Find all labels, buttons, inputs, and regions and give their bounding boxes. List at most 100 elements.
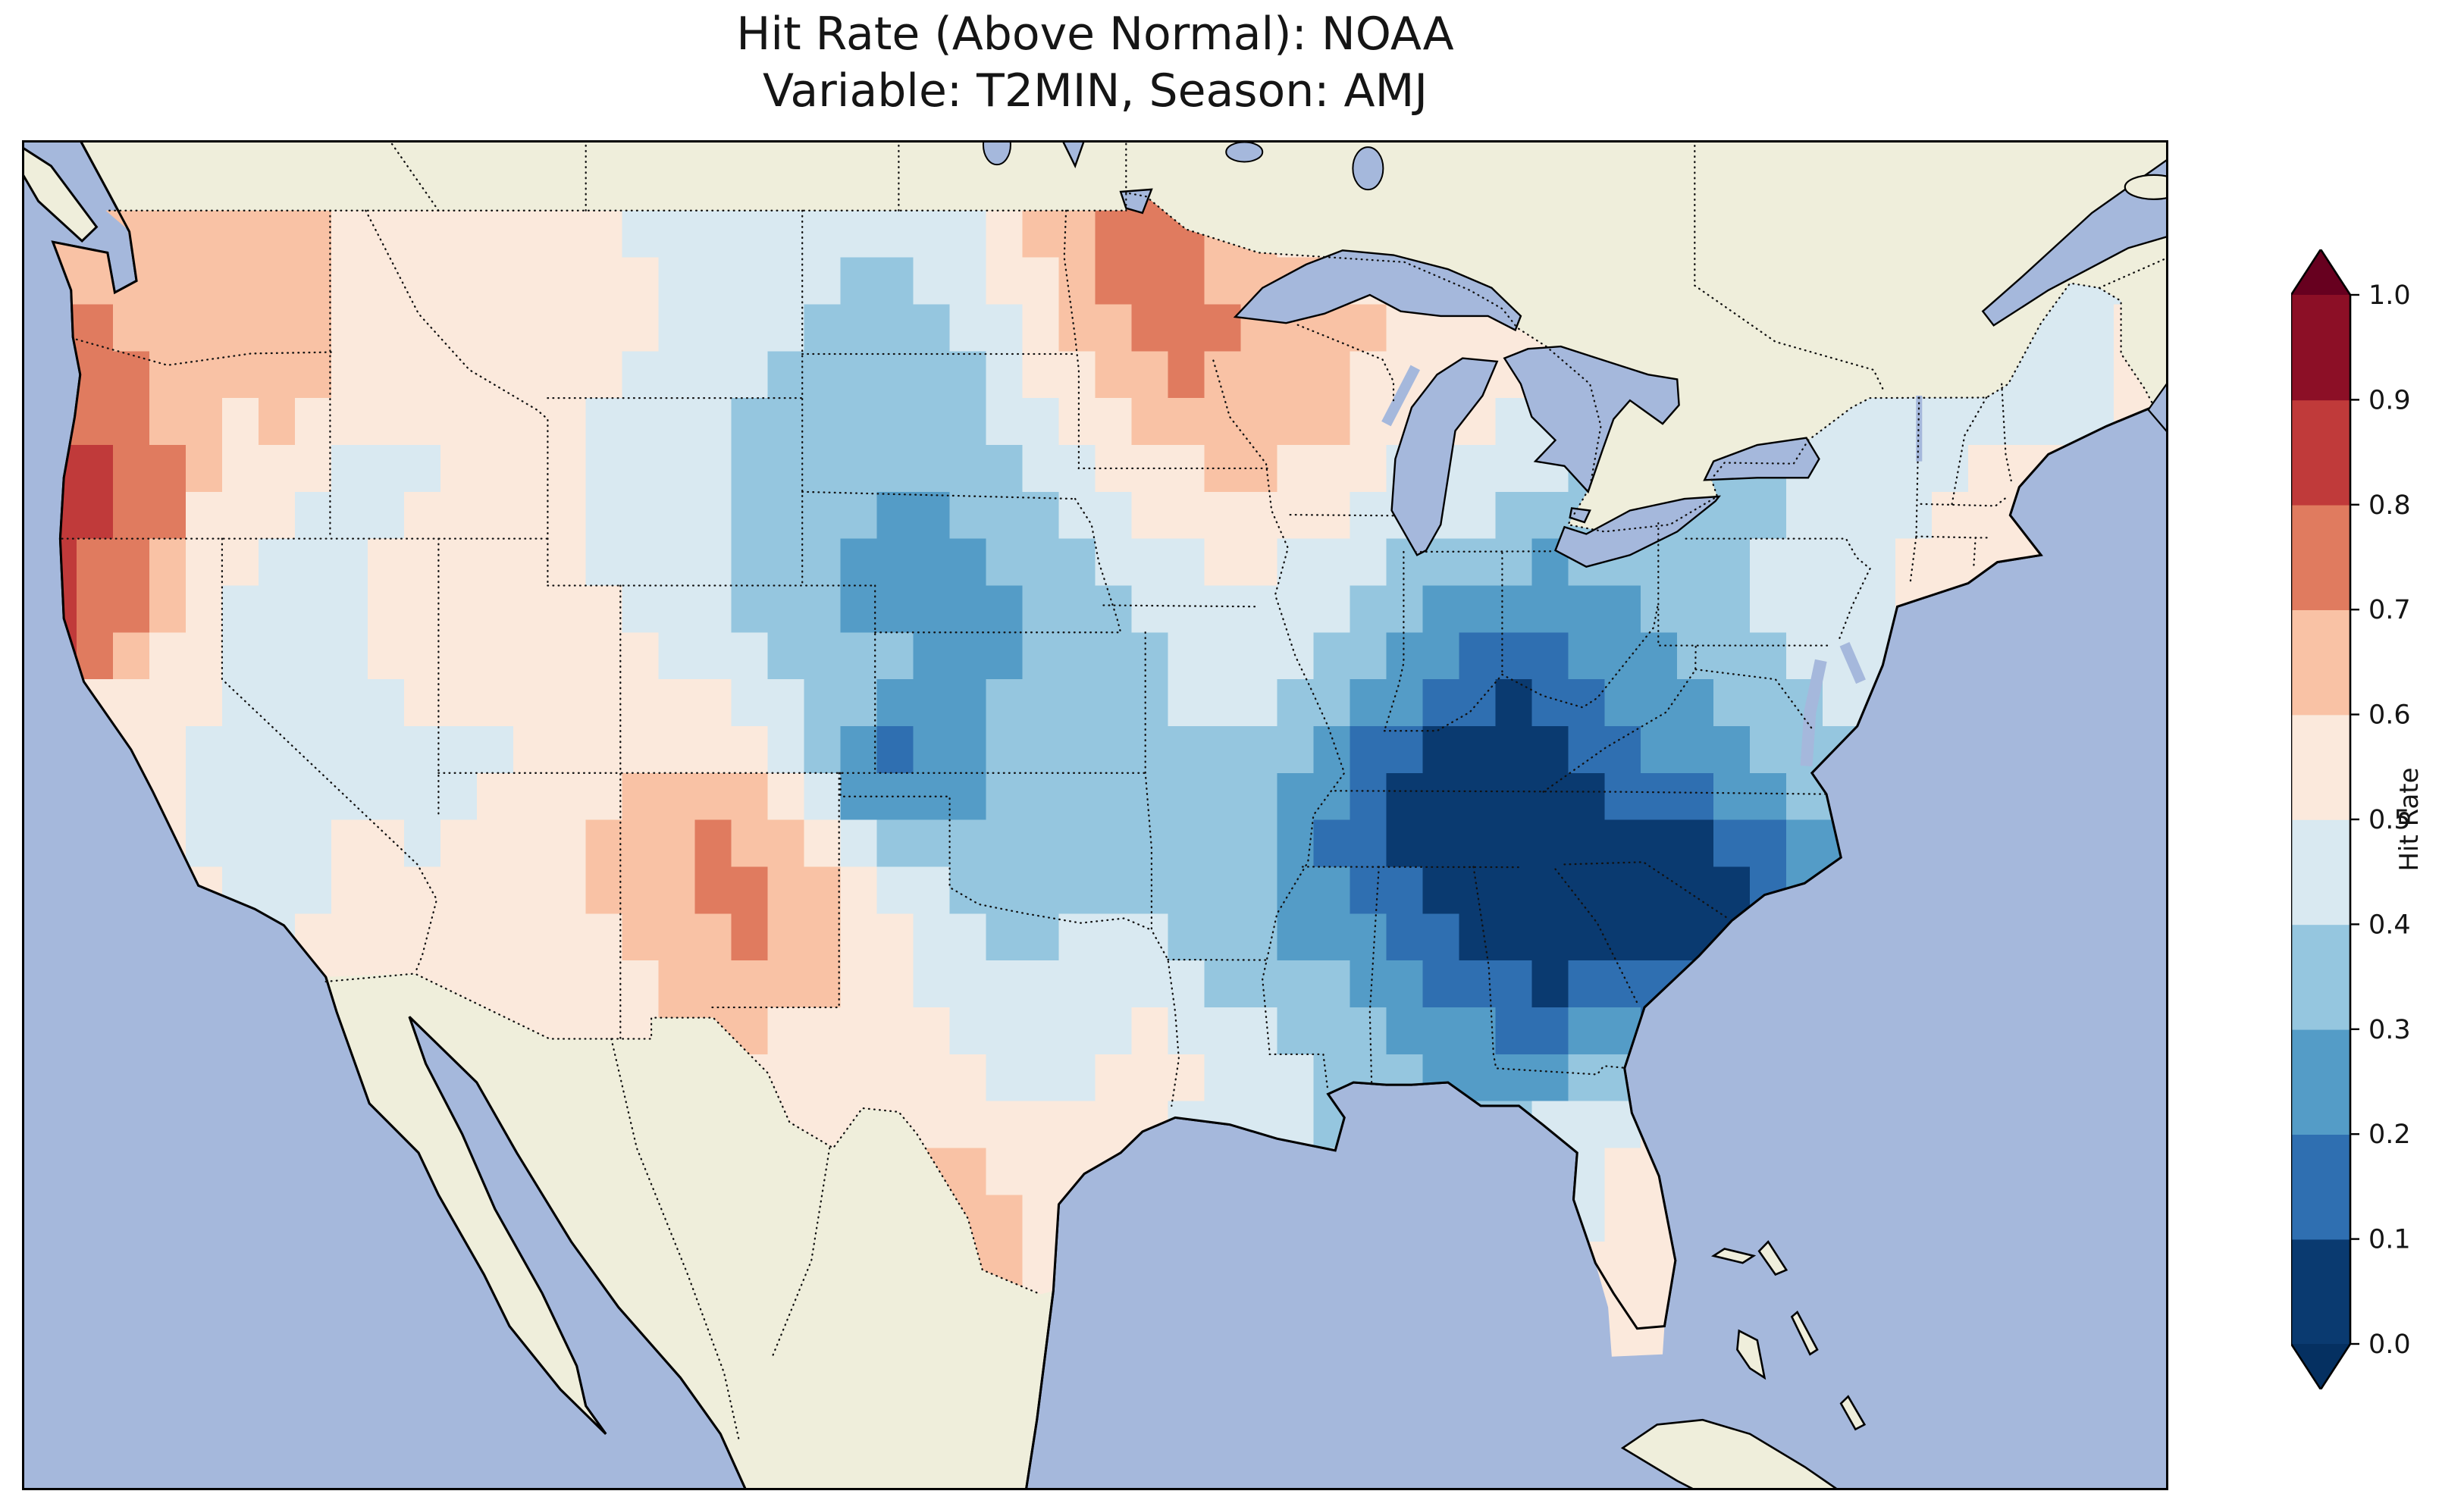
grid-cell — [1932, 538, 1969, 586]
grid-cell — [913, 913, 951, 961]
lake-ontario — [1703, 437, 1820, 481]
grid-cell — [1604, 1195, 1641, 1242]
lake-erie — [1553, 495, 1721, 568]
grid-cell — [1350, 772, 1387, 821]
grid-cell — [513, 679, 550, 727]
grid-cell — [658, 679, 696, 727]
grid-cell — [1495, 866, 1532, 914]
grid-cell — [986, 210, 1024, 258]
grid-cell — [731, 538, 769, 586]
grid-cell — [221, 772, 259, 821]
grid-cell — [1022, 1195, 1060, 1242]
grid-cell — [1204, 819, 1241, 868]
grid-cell — [1895, 445, 1933, 493]
grid-cell — [440, 819, 478, 868]
grid-cell — [1058, 679, 1096, 727]
grid-cell — [221, 257, 259, 305]
grid-cell — [1713, 679, 1751, 727]
grid-cell — [1386, 1007, 1423, 1055]
grid-cell — [149, 304, 187, 352]
grid-cell — [1022, 1148, 1060, 1195]
grid-cell — [876, 304, 914, 352]
grid-cell — [1786, 538, 1823, 586]
grid-cell — [1568, 585, 1605, 633]
grid-cell — [622, 491, 660, 540]
grid-cell — [1058, 913, 1096, 961]
island — [1710, 1248, 1757, 1264]
grid-cell — [804, 679, 842, 727]
grid-cell — [876, 257, 914, 305]
grid-cell — [221, 445, 259, 493]
grid-cell — [1131, 960, 1169, 1008]
grid-cell — [1277, 726, 1314, 774]
grid-cell — [840, 210, 878, 258]
grid-cell — [1350, 679, 1387, 727]
grid-cell — [694, 960, 732, 1008]
grid-cell — [1058, 210, 1096, 258]
colorbar-tick-label: 0.2 — [2368, 1120, 2411, 1150]
grid-cell — [622, 445, 660, 493]
grid-cell — [331, 398, 368, 446]
lake-of-the-woods — [1119, 188, 1153, 215]
grid-cell — [258, 445, 296, 493]
grid-cell — [1022, 445, 1060, 493]
grid-cell — [876, 866, 914, 914]
grid-cell — [440, 679, 478, 727]
grid-cell — [1095, 1101, 1133, 1149]
grid-cell — [1277, 679, 1314, 727]
grid-cell — [1022, 491, 1060, 540]
grid-cell — [1350, 304, 1387, 352]
grid-cell — [913, 632, 951, 680]
grid-cell — [221, 726, 259, 774]
grid-cell — [1313, 445, 1350, 493]
grid-cell — [1277, 1054, 1314, 1102]
grid-cell — [440, 210, 478, 258]
grid-cell — [585, 772, 623, 821]
grid-cell — [913, 351, 951, 399]
grid-cell — [1422, 632, 1459, 680]
grid-cell — [1422, 726, 1459, 774]
grid-cell — [804, 304, 842, 352]
grid-cell — [77, 491, 114, 540]
grid-cell — [913, 538, 951, 586]
political-border — [610, 1038, 740, 1440]
grid-cell — [258, 866, 296, 914]
grid-cell — [767, 585, 805, 633]
grid-cell — [694, 445, 732, 493]
grid-cell — [1168, 257, 1205, 305]
grid-cell — [1204, 632, 1241, 680]
grid-cell — [804, 819, 842, 868]
grid-cell — [1204, 1007, 1241, 1055]
grid-cell — [840, 257, 878, 305]
grid-cell — [913, 679, 951, 727]
colorbar-tick-label: 0.3 — [2368, 1015, 2411, 1045]
grid-cell — [913, 491, 951, 540]
grid-cell — [1313, 679, 1350, 727]
grid-cell — [1168, 819, 1205, 868]
grid-cell — [1277, 960, 1314, 1008]
grid-cell — [513, 772, 550, 821]
grid-cell — [731, 960, 769, 1008]
political-border — [388, 140, 440, 211]
grid-cell — [585, 398, 623, 446]
grid-cell — [1495, 1007, 1532, 1055]
grid-cell — [694, 632, 732, 680]
grid-cell — [694, 726, 732, 774]
grid-cell — [513, 257, 550, 305]
grid-cell — [1895, 538, 1933, 586]
grid-cell — [986, 1054, 1024, 1102]
grid-cell — [331, 866, 368, 914]
grid-cell — [221, 491, 259, 540]
grid-cell — [331, 351, 368, 399]
grid-cell — [622, 726, 660, 774]
grid-cell — [1350, 538, 1387, 586]
grid-cell — [1713, 585, 1751, 633]
island — [1736, 1329, 1766, 1380]
political-border — [1383, 550, 1405, 732]
grid-cell — [1022, 913, 1060, 961]
grid-cell — [476, 257, 514, 305]
grid-cell — [1677, 866, 1714, 914]
grid-cell — [1277, 819, 1314, 868]
grid-cell — [1604, 632, 1641, 680]
bay-of-fundy — [2147, 380, 2168, 435]
